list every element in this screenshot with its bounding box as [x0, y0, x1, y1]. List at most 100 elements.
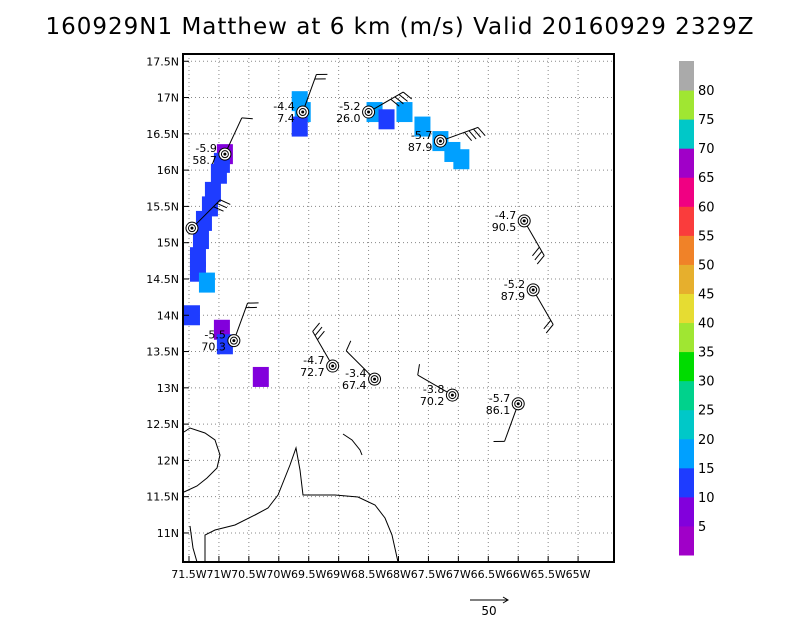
station-marker-middle	[448, 391, 457, 400]
colorbar-label: 5	[698, 520, 706, 535]
station-wind-label: 90.5	[492, 221, 517, 234]
wind-barb-feather	[473, 128, 482, 138]
colorbar-label: 60	[698, 200, 715, 215]
y-axis-ticks: 11N 11.5N 12N 12.5N 13N 13.5N 14N 14.5N 15N 15.5N…	[146, 55, 189, 540]
station-temperature-label: -5.2	[339, 100, 360, 113]
station-wind-label: 87.9	[501, 290, 526, 303]
colorbar-label: 80	[698, 84, 715, 99]
y-tick-label: 11N	[157, 527, 179, 540]
y-tick-label: 16.5N	[146, 128, 179, 141]
x-tick-label: 67W	[446, 568, 471, 581]
station: -3.870.2	[417, 364, 459, 408]
station: -5.786.1	[486, 392, 525, 443]
station-marker-middle	[328, 362, 337, 371]
colorbar-swatch	[679, 322, 694, 353]
wind-barb-feather	[220, 199, 231, 205]
station: -5.958.7	[192, 117, 253, 167]
colorbar-label: 40	[698, 317, 715, 332]
station-temperature-label: -3.8	[423, 383, 444, 396]
wind-barb-staff	[345, 350, 375, 380]
wind-field-cell	[198, 272, 215, 293]
stations: -5.958.7-5.570.3-4.47.4-4.772.7-5.226.0-…	[185, 73, 554, 443]
wind-barb-feather	[317, 330, 325, 341]
wind-field-cell	[195, 210, 212, 231]
station-wind-label: 87.9	[408, 141, 433, 154]
colorbar-label: 25	[698, 404, 715, 419]
wind-barb-feather	[241, 117, 253, 120]
x-tick-label: 70.5W	[231, 568, 266, 581]
colorbar-label: 20	[698, 433, 715, 448]
y-tick-label: 12N	[157, 454, 179, 467]
colorbar-label: 30	[698, 375, 715, 390]
station-marker-center	[301, 110, 305, 114]
station-temperature-label: -4.7	[303, 354, 324, 367]
wind-barb-staff	[440, 126, 479, 142]
station-wind-label: 26.0	[336, 112, 361, 125]
station: -5.226.0	[336, 91, 413, 125]
wind-barb-feather	[213, 206, 224, 212]
wind-field-cell	[183, 305, 200, 326]
x-tick-label: 65W	[566, 568, 591, 581]
colorbar-label: 35	[698, 346, 715, 361]
station-wind-label: 67.4	[342, 379, 367, 392]
x-tick-label: 71.5W	[171, 568, 206, 581]
colorbar-label: 75	[698, 113, 715, 128]
wind-barb-staff	[523, 220, 545, 256]
wind-barb-feather	[534, 251, 543, 261]
wind-barb-feather	[543, 320, 552, 330]
station-marker-middle	[514, 399, 523, 408]
wind-barb-staff	[504, 403, 519, 442]
y-tick-label: 12.5N	[146, 418, 179, 431]
colorbar-label: 70	[698, 142, 715, 157]
coastline-segment	[189, 525, 198, 563]
station-temperature-label: -5.7	[411, 129, 432, 142]
x-tick-label: 68.5W	[351, 568, 386, 581]
wind-field-cells	[183, 91, 470, 387]
station-wind-label: 70.2	[420, 395, 445, 408]
station-temperature-label: -5.7	[489, 392, 510, 405]
station: -4.790.5	[492, 209, 545, 265]
wind-barb-feather	[394, 96, 404, 105]
wind-barb-feather	[545, 324, 554, 334]
wind-barb-feather	[398, 94, 408, 102]
station-temperature-label: -4.7	[495, 209, 516, 222]
x-tick-label: 65.5W	[530, 568, 565, 581]
gridlines	[183, 54, 614, 562]
station: -4.47.4	[273, 73, 328, 125]
wind-field-cell	[396, 102, 413, 123]
station: -5.787.9	[408, 126, 486, 154]
station: -5.287.9	[501, 278, 554, 334]
chart-title: 160929N1 Matthew at 6 km (m/s) Valid 201…	[45, 14, 755, 40]
station-marker-center	[331, 364, 335, 368]
coastline	[183, 427, 399, 563]
reference-vector-label: 50	[481, 604, 496, 618]
colorbar-label: 10	[698, 491, 715, 506]
station-marker-middle	[370, 375, 379, 384]
colorbar-label: 15	[698, 462, 715, 477]
colorbar-swatch	[679, 235, 694, 265]
station-temperature-label: -5.9	[195, 142, 216, 155]
station-temperature-label: -5.2	[504, 278, 525, 291]
station-marker-middle	[436, 137, 445, 146]
station: -5.570.3	[201, 302, 259, 354]
wind-barb-staff	[368, 91, 404, 113]
x-tick-label: 71W	[206, 568, 231, 581]
station-temperature-label: -4.4	[273, 100, 294, 113]
station-marker-middle	[364, 108, 373, 117]
colorbar-label: 45	[698, 287, 715, 302]
x-tick-label: 68W	[386, 568, 411, 581]
colorbar-swatch	[679, 293, 694, 324]
colorbar-swatch	[679, 525, 694, 556]
colorbar-swatch	[679, 61, 694, 91]
y-tick-label: 16N	[157, 164, 179, 177]
station-marker-middle	[529, 285, 538, 294]
wind-barb-staff	[233, 302, 249, 341]
station-marker-center	[232, 339, 236, 343]
wind-barb-feather	[345, 340, 352, 352]
wind-field-cell	[414, 116, 431, 137]
x-tick-label: 69.5W	[291, 568, 326, 581]
x-tick-label: 66W	[506, 568, 531, 581]
station-marker-center	[531, 288, 535, 292]
station-marker-center	[190, 226, 194, 230]
